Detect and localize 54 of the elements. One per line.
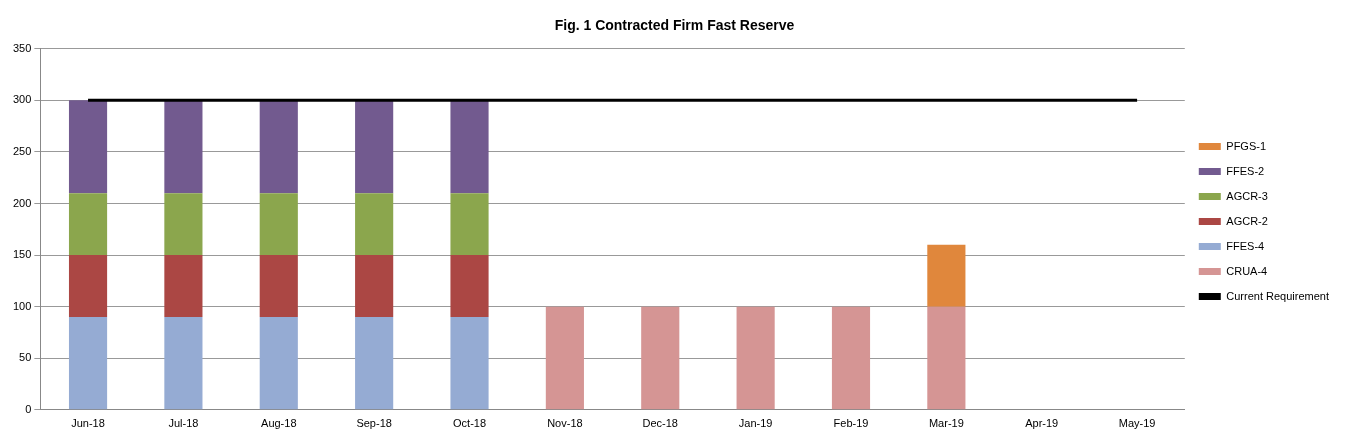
bar [68,255,108,317]
bar [164,193,203,256]
bar [259,100,298,194]
legend-label: CRUA-4 [1226,264,1268,277]
x-tick-label: Apr-19 [1025,417,1059,430]
x-tick-label: Nov-18 [547,417,583,430]
x-tick-label: Jan-19 [738,417,773,430]
x-tick-label: Sep-18 [356,417,392,430]
y-tick-label: 350 [12,41,32,54]
x-tick-label: Dec-18 [642,417,678,430]
y-tick-label: 50 [19,351,32,364]
legend-label: PFGS-1 [1226,139,1267,152]
bar [355,255,394,317]
y-tick-label: 0 [25,402,32,415]
bar [450,193,489,256]
legend-label: FFES-2 [1226,164,1265,177]
bar [831,306,871,410]
x-tick-label: Aug-18 [261,417,297,430]
bar [355,316,394,410]
y-tick-label: 200 [12,196,32,209]
legend-label: AGCR-2 [1226,214,1268,227]
bar [450,100,489,194]
bar [164,100,203,194]
bar [259,193,298,256]
x-tick-label: Jul-18 [168,417,199,430]
bar [450,255,489,317]
bar [450,316,489,410]
bar [545,306,584,410]
bar [927,306,966,410]
x-tick-label: Mar-19 [928,417,964,430]
bar [927,244,966,307]
x-tick-label: Oct-18 [453,417,487,430]
legend-label: AGCR-3 [1226,189,1268,202]
bar [68,316,108,410]
y-tick-label: 100 [12,299,32,312]
bar [736,306,775,410]
bar [259,255,298,317]
bar [164,316,203,410]
bar [164,255,203,317]
bar [355,193,394,256]
x-tick-label: May-19 [1118,417,1156,430]
x-tick-label: Jun-18 [71,417,105,430]
bar [641,306,680,410]
bar [68,193,108,256]
bar [355,100,394,194]
y-tick-label: 150 [12,248,32,261]
bar [259,316,298,410]
legend-label: Current Requirement [1226,289,1330,302]
legend-label: FFES-4 [1226,239,1265,252]
y-tick-label: 300 [12,93,32,106]
chart-title: Fig. 1 Contracted Firm Fast Reserve [554,17,795,34]
y-tick-label: 250 [12,144,32,157]
x-tick-label: Feb-19 [833,417,869,430]
bar [68,100,108,194]
